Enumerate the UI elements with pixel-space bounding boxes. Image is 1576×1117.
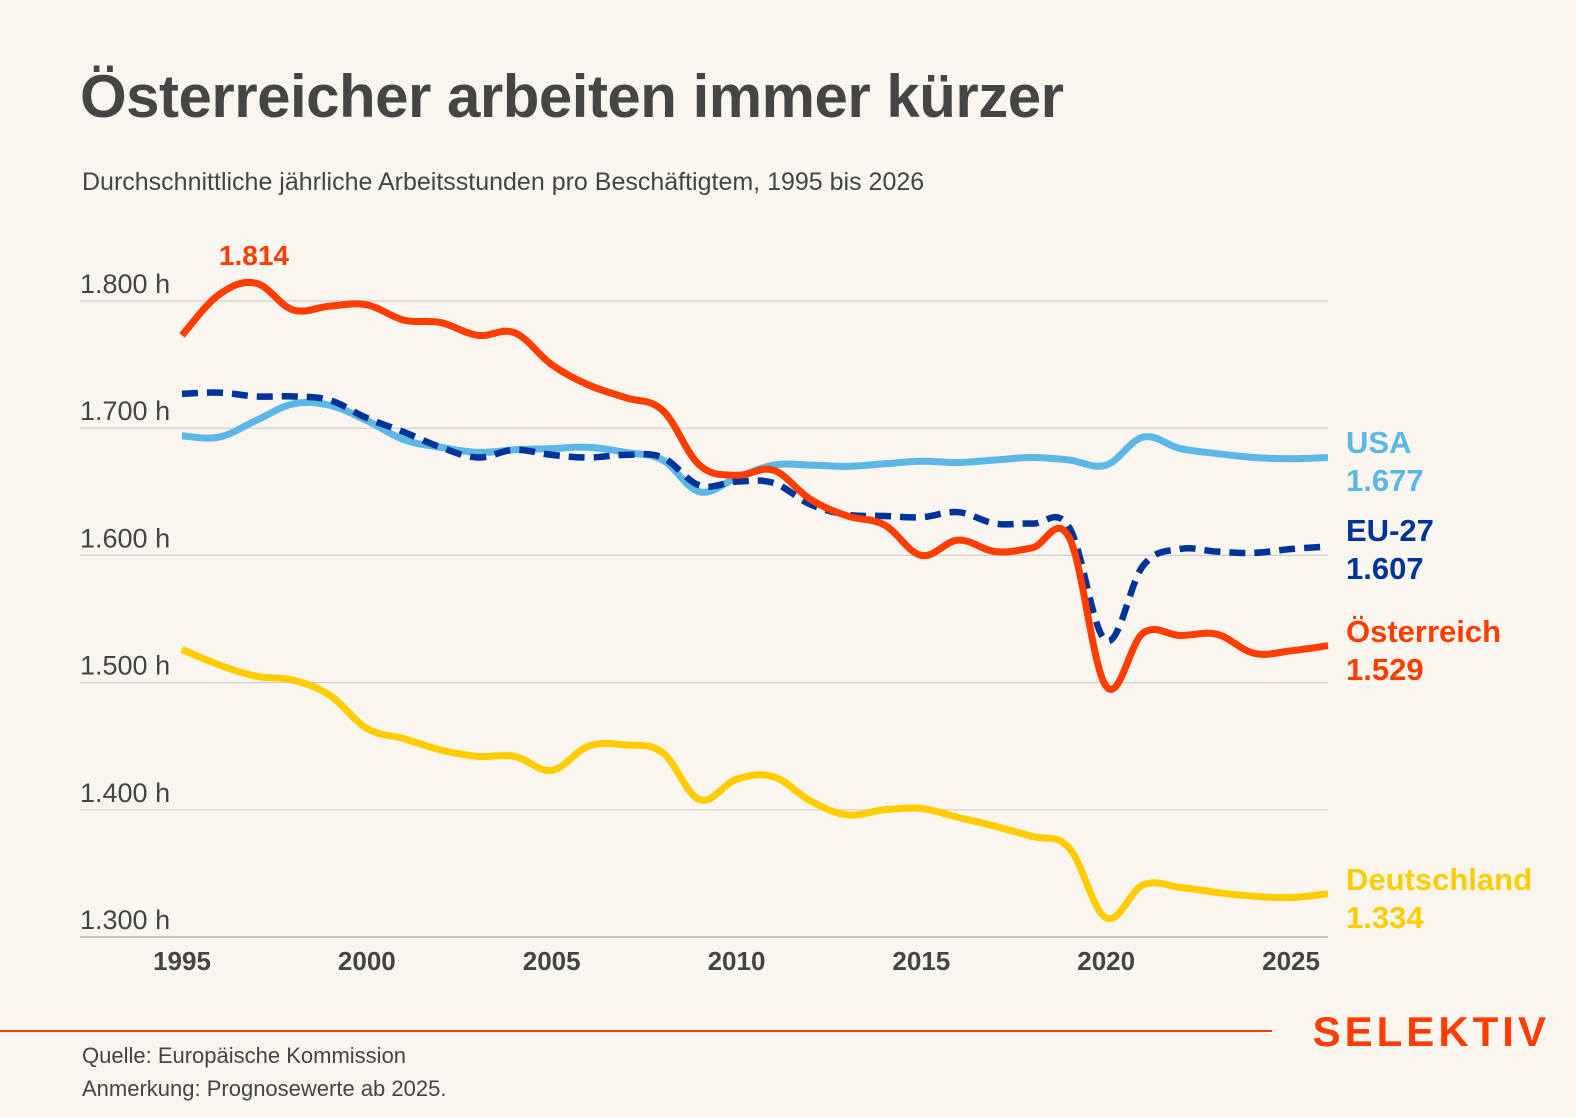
series-end-value-oesterreich: 1.529 [1346, 652, 1424, 687]
series-line-usa [181, 398, 1329, 496]
chart-title: Österreicher arbeiten immer kürzer [80, 63, 1064, 130]
series-end-value-usa: 1.677 [1346, 463, 1424, 498]
x-tick-label: 2000 [338, 946, 396, 976]
chart-subtitle: Durchschnittliche jährliche Arbeitsstund… [82, 168, 925, 196]
x-tick-label: 2025 [1262, 946, 1320, 976]
series-line-deutschland [180, 646, 1329, 923]
x-tick-label: 1995 [153, 946, 211, 976]
series-lines [179, 278, 1329, 923]
brand-logo: SELEKTIV [1312, 1008, 1550, 1055]
series-end-value-eu-27: 1.607 [1346, 551, 1424, 586]
series-label-usa: USA [1346, 425, 1411, 460]
series-end-value-deutschland: 1.334 [1346, 900, 1424, 935]
peak-annotation: 1.814 [219, 240, 289, 271]
y-tick-label: 1.500 h [80, 651, 170, 681]
series-label-oesterreich: Österreich [1346, 614, 1501, 649]
y-tick-label: 1.400 h [80, 778, 170, 808]
x-tick-label: 2020 [1077, 946, 1135, 976]
y-tick-label: 1.800 h [80, 269, 170, 299]
series-line-eu-27 [181, 389, 1329, 645]
forecast-note: Anmerkung: Prognosewerte ab 2025. [82, 1076, 447, 1101]
y-tick-label: 1.700 h [80, 396, 170, 426]
y-axis-ticks: 1.300 h 1.400 h 1.500 h 1.600 h 1.700 h 1.800… [80, 269, 170, 935]
series-line--sterreich [179, 278, 1329, 693]
x-axis-ticks: 1995 2000 2005 2010 2015 2020 2025 [153, 946, 1320, 976]
y-tick-label: 1.600 h [80, 523, 170, 553]
source-note: Quelle: Europäische Kommission [82, 1043, 407, 1068]
x-tick-label: 2010 [708, 946, 766, 976]
series-label-deutschland: Deutschland [1346, 862, 1532, 897]
x-tick-label: 2005 [523, 946, 581, 976]
y-tick-label: 1.300 h [80, 905, 170, 935]
x-tick-label: 2015 [892, 946, 950, 976]
series-label-eu-27: EU-27 [1346, 513, 1434, 548]
footer-divider [0, 1030, 1272, 1032]
